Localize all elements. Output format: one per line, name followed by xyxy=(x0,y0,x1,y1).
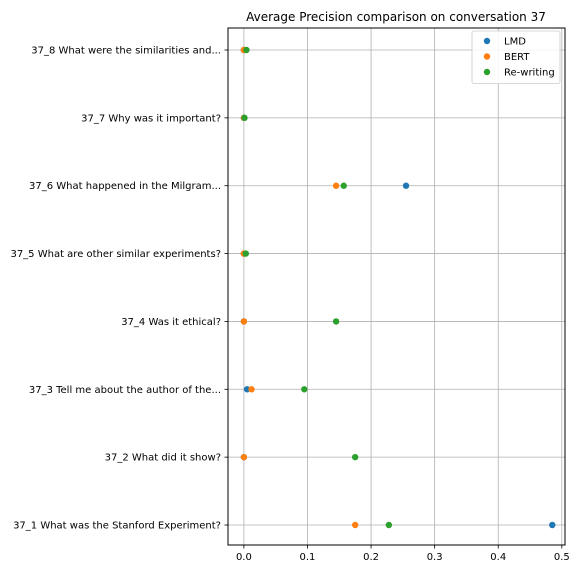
data-point-re-writing xyxy=(242,250,250,257)
data-point-re-writing xyxy=(385,521,393,529)
x-tick-label: 0.2 xyxy=(363,552,379,563)
data-point-bert xyxy=(248,386,255,393)
data-point-bert xyxy=(240,318,248,325)
data-point-lmd xyxy=(402,182,410,189)
legend-label: LMD xyxy=(504,37,526,48)
y-axis: 37_1 What was the Stanford Experiment? 37… xyxy=(10,46,228,532)
data-point-bert xyxy=(351,521,359,529)
chart-title: Average Precision comparison on conversa… xyxy=(246,10,546,24)
data-point-bert xyxy=(332,182,340,189)
legend: LMD BERT Re-writing xyxy=(471,30,561,84)
y-tick-label: 37_7 Why was it important? xyxy=(81,113,221,124)
x-tick-label: 0.0 xyxy=(236,552,252,563)
y-tick-label: 37_5 What are other similar experiments? xyxy=(10,249,221,260)
data-point-re-writing xyxy=(351,453,359,461)
plot-frame xyxy=(227,27,566,546)
data-point-re-writing xyxy=(332,318,340,325)
y-tick-label: 37_2 What did it show? xyxy=(105,453,221,464)
data-point-lmd xyxy=(549,521,556,529)
legend-box xyxy=(471,30,561,84)
y-tick-label: 37_8 What were the similarities and... xyxy=(31,46,221,57)
data-point-re-writing xyxy=(243,46,250,54)
x-tick-label: 0.1 xyxy=(300,552,316,563)
y-tick-label: 37_3 Tell me about the author of the... xyxy=(29,385,221,396)
y-tick-label: 37_4 Was it ethical? xyxy=(121,317,221,328)
x-tick-label: 0.5 xyxy=(554,552,570,563)
x-tick-label: 0.3 xyxy=(427,552,443,563)
legend-marker xyxy=(483,53,491,60)
legend-label: BERT xyxy=(504,52,530,63)
data-point-re-writing xyxy=(340,182,347,189)
y-tick-label: 37_1 What was the Stanford Experiment? xyxy=(13,521,221,532)
legend-marker xyxy=(483,37,491,45)
data-point-re-writing xyxy=(301,386,308,393)
y-tick-label: 37_6 What happened in the Milgram... xyxy=(29,181,221,192)
data-point-re-writing xyxy=(241,114,248,122)
legend-label: Re-writing xyxy=(504,68,555,79)
legend-marker xyxy=(483,68,491,76)
x-tick-label: 0.4 xyxy=(490,552,506,563)
data-point-bert xyxy=(240,453,248,461)
data-point-lmd xyxy=(243,386,251,393)
data-points xyxy=(240,46,556,529)
x-axis: 0.0 0.1 0.2 0.3 0.4 0.5 xyxy=(236,545,570,563)
